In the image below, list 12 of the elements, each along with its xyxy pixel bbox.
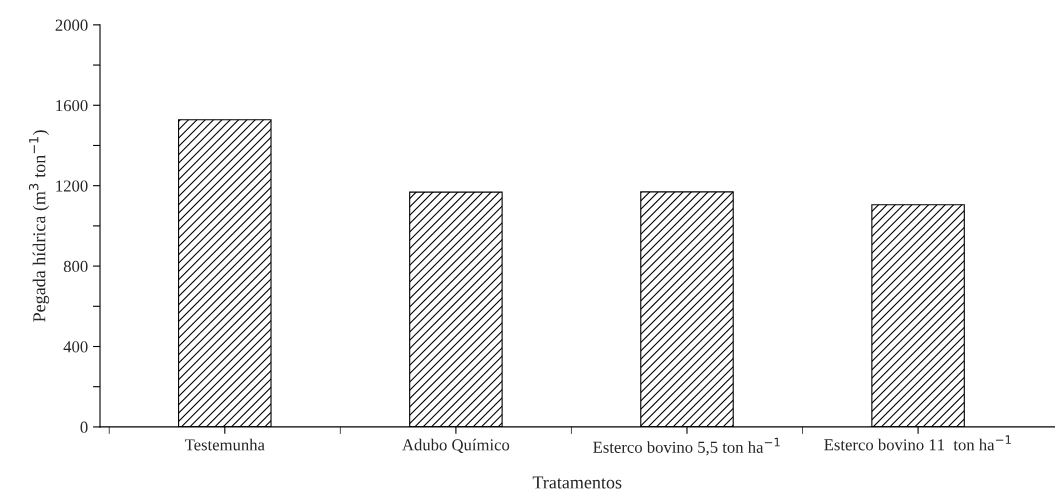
y-tick-label: 2000: [55, 19, 88, 31]
y-tick-label: 400: [63, 341, 88, 353]
y-tick-label: 800: [63, 260, 88, 273]
x-tick-label: Esterco bovino 11 ton ha$^{−1}$: [824, 435, 1011, 451]
y-axis-title: Pegada hídrica (m$^{3}$ ton$^{−1}$): [28, 130, 50, 322]
x-tick-label: Adubo Químico: [402, 438, 510, 453]
x-axis-title: Tratamentos: [532, 476, 622, 489]
x-tick-label: Esterco bovino 5,5 ton ha$^{−1}$: [593, 437, 780, 456]
y-tick-label: 0: [80, 421, 88, 433]
x-tick-label: Testemunha: [184, 438, 265, 451]
y-tick-label: 1200: [56, 180, 88, 192]
y-tick-label: 1600: [56, 99, 88, 112]
